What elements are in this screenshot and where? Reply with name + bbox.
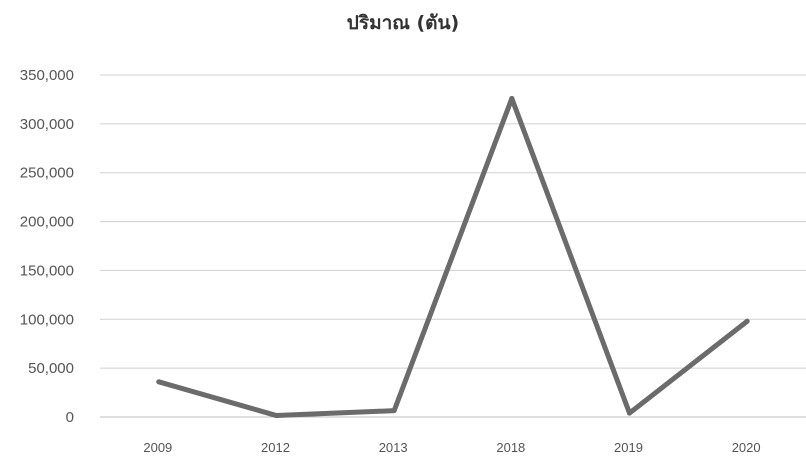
x-tick-label: 2020: [732, 440, 761, 455]
x-tick-label: 2012: [261, 440, 290, 455]
data-point: [509, 95, 515, 101]
y-tick-label: 200,000: [20, 214, 74, 231]
x-axis-ticks: 2009 2012 2013 2018 2019 2020: [143, 440, 760, 455]
data-point: [156, 379, 162, 385]
data-point: [744, 318, 750, 324]
data-point: [274, 413, 279, 419]
x-tick-label: 2019: [614, 440, 643, 455]
chart-title: ปริมาณ (ตัน): [346, 12, 460, 34]
gridlines: [100, 74, 806, 418]
y-tick-label: 250,000: [20, 165, 74, 182]
y-tick-label: 100,000: [20, 311, 74, 328]
series-layer: [156, 95, 750, 419]
y-tick-label: 150,000: [20, 262, 74, 279]
y-tick-label: 50,000: [28, 360, 74, 377]
x-tick-label: 2018: [496, 440, 525, 455]
data-point: [627, 410, 632, 416]
x-tick-label: 2009: [143, 440, 172, 455]
y-tick-label: 350,000: [20, 67, 74, 84]
y-axis-ticks: 0 50,000 100,000 150,000 200,000 250,000 300,0…: [20, 67, 74, 426]
series-line: [156, 95, 750, 419]
y-tick-label: 300,000: [20, 116, 74, 133]
data-point: [391, 408, 397, 414]
y-tick-label: 0: [66, 409, 74, 426]
x-tick-label: 2013: [379, 440, 408, 455]
